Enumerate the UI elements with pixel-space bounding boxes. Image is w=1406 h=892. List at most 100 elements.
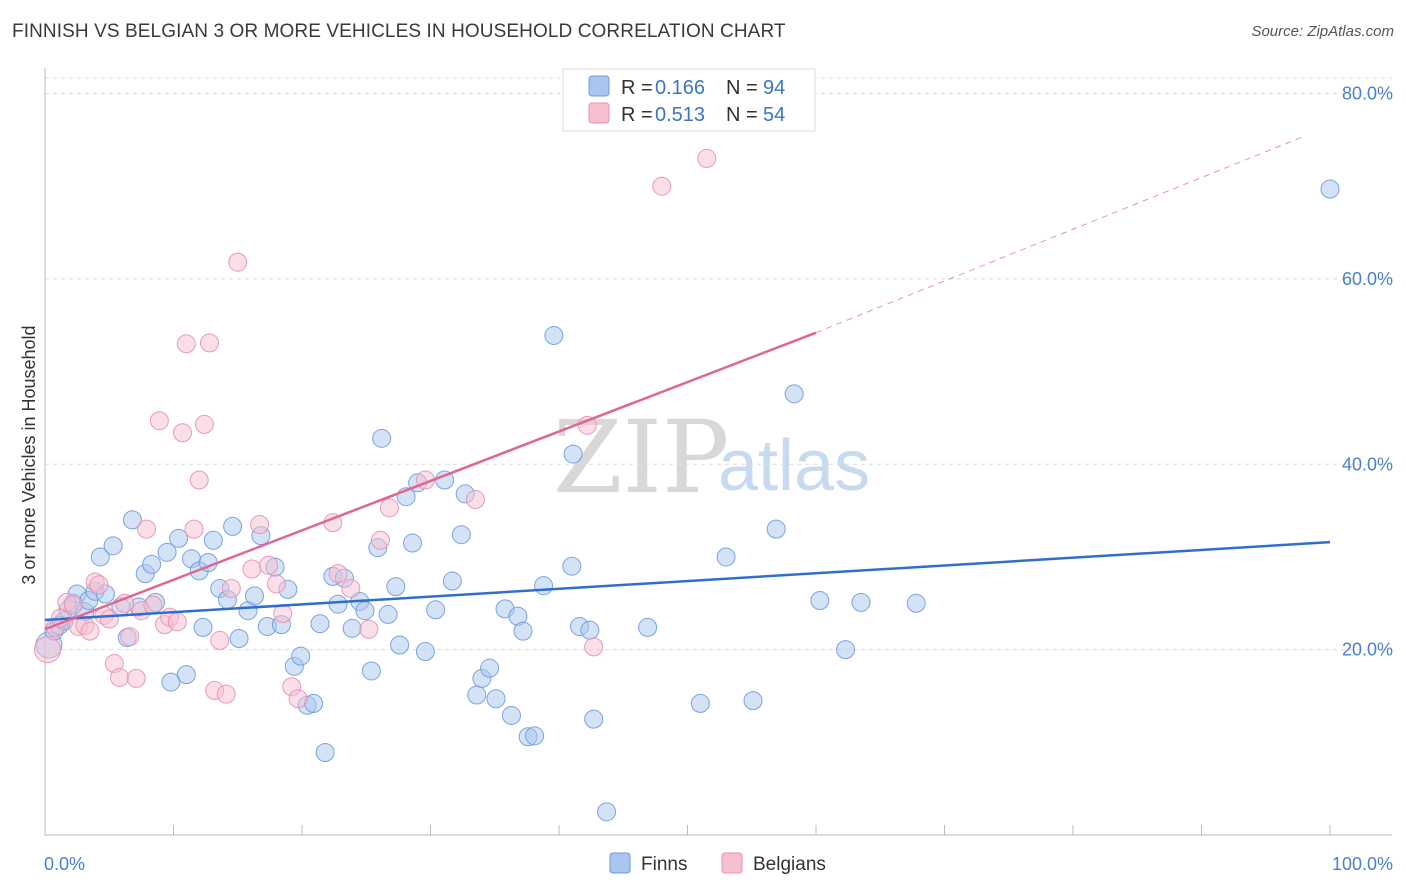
belgians-point-9 [89, 575, 109, 595]
belgians-point-18 [137, 519, 157, 539]
finns-point-31 [223, 516, 243, 536]
finns-point-85 [638, 617, 658, 637]
belgians-point-13 [110, 667, 130, 687]
y-tick-label-0: 20.0% [1342, 640, 1393, 660]
trend-lines [44, 135, 1331, 631]
belgians-point-15 [120, 627, 140, 647]
legend-swatch-belgians [588, 102, 610, 124]
belgians-point-11 [99, 609, 119, 629]
y-tick-label-3: 80.0% [1342, 84, 1393, 104]
belgians-point-27 [189, 470, 209, 490]
finns-point-47 [328, 594, 348, 614]
belgians-point-32 [216, 684, 236, 704]
belgians-point-4 [63, 595, 83, 615]
finns-point-94 [906, 593, 926, 613]
y-tick-labels: 20.0% 40.0% 60.0% 80.0% [1342, 84, 1393, 660]
finns-point-74 [513, 621, 533, 641]
legend-r-label-belgians: R = [621, 104, 653, 126]
finns-point-44 [310, 614, 330, 634]
belgians-point-16 [126, 668, 146, 688]
finns-point-84 [597, 802, 617, 822]
belgians-point-35 [242, 559, 262, 579]
belgians-point-34 [228, 252, 248, 272]
finns-point-10 [90, 547, 110, 567]
belgians-point-44 [341, 578, 361, 598]
bottom-legend-label-belgians: Belgians [753, 854, 826, 875]
finns-point-83 [584, 709, 604, 729]
belgians-point-23 [167, 612, 187, 632]
finns-point-93 [851, 592, 871, 612]
x-tick-labels: 0.0% 100.0% [44, 854, 1393, 874]
legend-n-label-belgians: N = [726, 104, 758, 126]
belgians-point-28 [194, 414, 214, 434]
finns-point-62 [426, 600, 446, 620]
finns-point-76 [525, 726, 545, 746]
finns-point-23 [176, 665, 196, 685]
finns-point-91 [810, 591, 830, 611]
belgians-point-0 [34, 636, 62, 664]
finns-point-56 [386, 577, 406, 597]
finns-point-95 [1320, 179, 1340, 199]
finns-point-32 [229, 629, 249, 649]
finns-point-18 [142, 554, 162, 574]
belgians-point-19 [143, 595, 163, 615]
belgians-trend-extension [815, 135, 1305, 334]
belgians-point-38 [266, 574, 286, 594]
y-tick-label-2: 60.0% [1342, 269, 1393, 289]
y-tick-label-1: 40.0% [1342, 454, 1393, 474]
belgians-point-29 [199, 333, 219, 353]
finns-point-57 [390, 635, 410, 655]
legend-r-value-finns: 0.166 [655, 77, 705, 99]
finns-point-79 [562, 556, 582, 576]
belgians-point-53 [697, 148, 717, 168]
belgians-point-26 [184, 519, 204, 539]
finns-point-12 [103, 536, 123, 556]
belgians-trend-line [44, 331, 817, 631]
belgians-point-49 [465, 489, 485, 509]
chart-title: FINNISH VS BELGIAN 3 OR MORE VEHICLES IN… [12, 21, 786, 42]
belgians-point-43 [328, 564, 348, 584]
finns-point-65 [451, 525, 471, 545]
source-label: Source: ZipAtlas.com [1251, 23, 1394, 40]
belgians-point-45 [359, 619, 379, 639]
finns-point-72 [501, 705, 521, 725]
y-axis-label: 3 or more Vehicles in Household [19, 325, 39, 584]
finns-point-21 [161, 672, 181, 692]
bottom-legend-label-finns: Finns [641, 854, 687, 875]
legend-n-value-finns: 94 [763, 77, 785, 99]
finns-point-92 [836, 640, 856, 660]
belgians-point-37 [259, 555, 279, 575]
legend-n-value-belgians: 54 [763, 104, 785, 126]
finns-point-52 [361, 661, 381, 681]
legend-swatch-finns [588, 75, 610, 97]
finns-point-22 [169, 528, 189, 548]
finns-point-28 [203, 530, 223, 550]
legend-top: R = 0.166 N = 94 R = 0.513 N = 54 [562, 68, 816, 132]
belgians-point-24 [172, 423, 192, 443]
belgians-points [34, 148, 717, 709]
finns-point-86 [690, 693, 710, 713]
finns-point-69 [480, 658, 500, 678]
finns-point-59 [403, 533, 423, 553]
finns-point-64 [442, 571, 462, 591]
axes [44, 68, 1392, 836]
belgians-point-25 [176, 334, 196, 354]
belgians-point-36 [250, 515, 270, 535]
finns-point-45 [315, 743, 335, 763]
watermark-atlas: atlas [718, 426, 870, 506]
belgians-point-51 [584, 637, 604, 657]
finns-point-90 [784, 384, 804, 404]
finns-point-67 [467, 685, 487, 705]
finns-points [35, 179, 1340, 822]
finns-point-78 [544, 325, 564, 345]
belgians-point-46 [370, 530, 390, 550]
finns-point-20 [157, 542, 177, 562]
x-tick-label-0: 0.0% [44, 854, 85, 874]
legend-n-label-finns: N = [726, 77, 758, 99]
finns-point-26 [193, 617, 213, 637]
legend-bottom: Finns Belgians [609, 852, 826, 875]
finns-point-82 [580, 620, 600, 640]
belgians-point-33 [221, 578, 241, 598]
finns-point-87 [716, 547, 736, 567]
